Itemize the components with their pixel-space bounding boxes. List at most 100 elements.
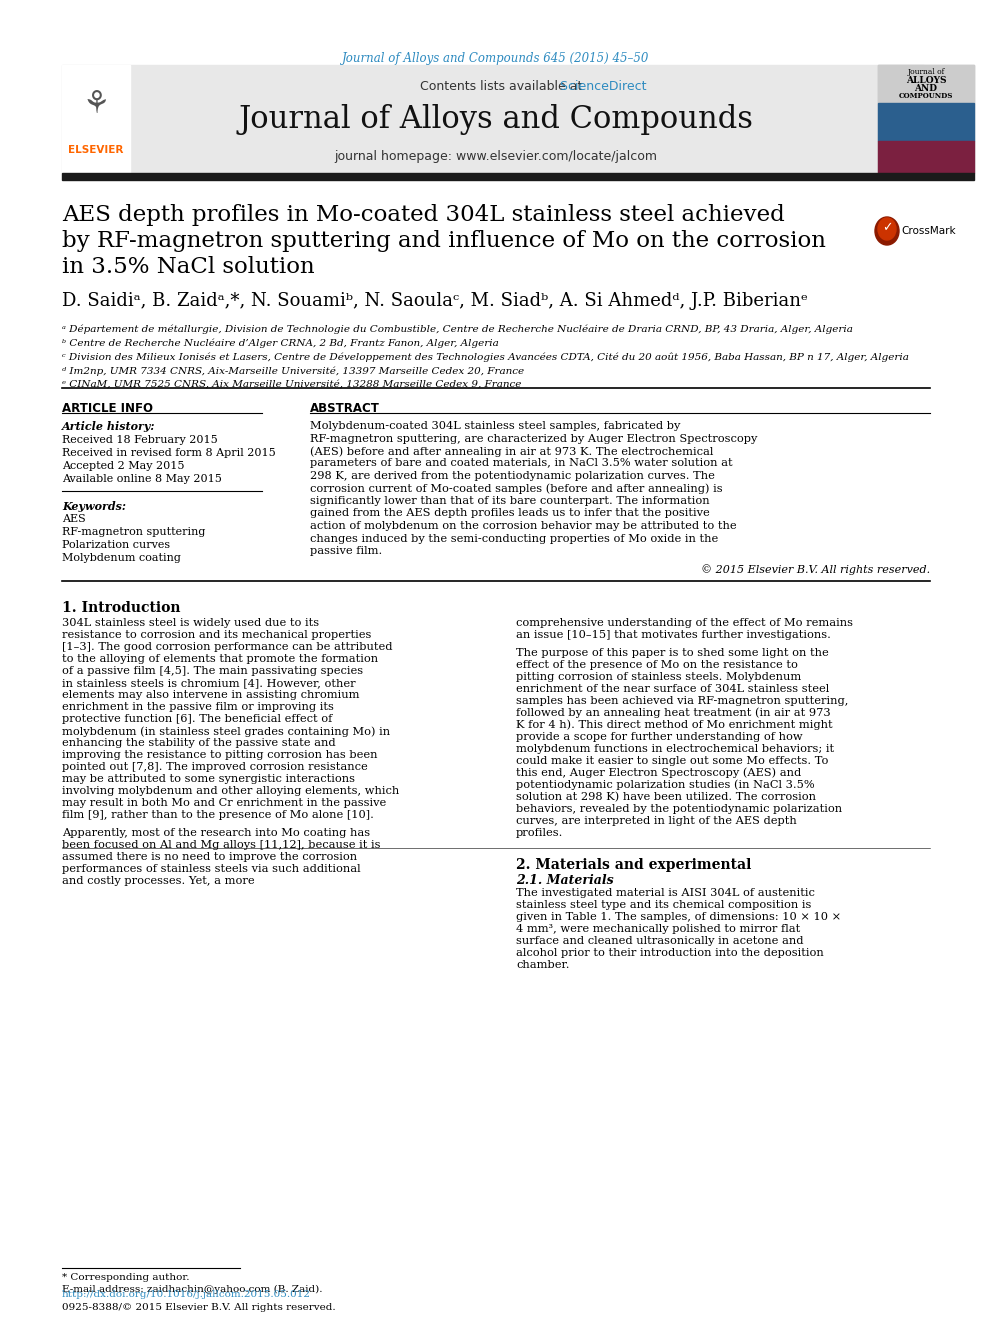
Text: RF-magnetron sputtering, are characterized by Auger Electron Spectroscopy: RF-magnetron sputtering, are characteriz… [310,434,757,443]
Bar [878,65,974,103]
Text: changes induced by the semi-conducting properties of Mo oxide in the: changes induced by the semi-conducting p… [310,533,718,544]
Text: an issue [10–15] that motivates further investigations.: an issue [10–15] that motivates further … [516,631,831,640]
Text: ᵇ Centre de Recherche Nucléaire d’Alger CRNA, 2 Bd, Frantz Fanon, Alger, Algeria: ᵇ Centre de Recherche Nucléaire d’Alger … [62,337,499,348]
Text: Molybdenum coating: Molybdenum coating [62,553,181,564]
Text: 4 mm³, were mechanically polished to mirror flat: 4 mm³, were mechanically polished to mir… [516,923,801,934]
Text: K for 4 h). This direct method of Mo enrichment might: K for 4 h). This direct method of Mo enr… [516,720,832,730]
Text: pitting corrosion of stainless steels. Molybdenum: pitting corrosion of stainless steels. M… [516,672,802,681]
Text: * Corresponding author.: * Corresponding author. [62,1273,189,1282]
Text: protective function [6]. The beneficial effect of: protective function [6]. The beneficial … [62,714,332,725]
Text: ✓: ✓ [882,221,892,234]
Text: AES depth profiles in Mo-coated 304L stainless steel achieved: AES depth profiles in Mo-coated 304L sta… [62,204,785,226]
Text: Journal of: Journal of [908,67,944,75]
Text: ELSEVIER: ELSEVIER [68,146,124,155]
Text: AND: AND [915,83,937,93]
Text: ARTICLE INFO: ARTICLE INFO [62,402,153,415]
Text: enhancing the stability of the passive state and: enhancing the stability of the passive s… [62,738,335,749]
Text: elements may also intervene in assisting chromium: elements may also intervene in assisting… [62,691,359,700]
Text: potentiodynamic polarization studies (in NaCl 3.5%: potentiodynamic polarization studies (in… [516,779,814,790]
Text: D. Saidiᵃ, B. Zaidᵃ,*, N. Souamiᵇ, N. Saoulaᶜ, M. Siadᵇ, A. Si Ahmedᵈ, J.P. Bibe: D. Saidiᵃ, B. Zaidᵃ,*, N. Souamiᵇ, N. Sa… [62,292,807,310]
Text: http://dx.doi.org/10.1016/j.jallcom.2015.05.012: http://dx.doi.org/10.1016/j.jallcom.2015… [62,1290,311,1299]
Text: to the alloying of elements that promote the formation: to the alloying of elements that promote… [62,655,378,664]
Text: ᵈ Im2np, UMR 7334 CNRS, Aix-Marseille Université, 13397 Marseille Cedex 20, Fran: ᵈ Im2np, UMR 7334 CNRS, Aix-Marseille Un… [62,366,524,376]
Text: COMPOUNDS: COMPOUNDS [899,93,953,101]
Text: film [9], rather than to the presence of Mo alone [10].: film [9], rather than to the presence of… [62,811,374,820]
Text: 2. Materials and experimental: 2. Materials and experimental [516,857,751,872]
Ellipse shape [875,217,899,245]
Text: ALLOYS: ALLOYS [906,75,946,85]
Text: Accepted 2 May 2015: Accepted 2 May 2015 [62,460,185,471]
Text: molybdenum functions in electrochemical behaviors; it: molybdenum functions in electrochemical … [516,744,834,754]
Text: solution at 298 K) have been utilized. The corrosion: solution at 298 K) have been utilized. T… [516,791,816,802]
Text: 2.1. Materials: 2.1. Materials [516,873,614,886]
Text: provide a scope for further understanding of how: provide a scope for further understandin… [516,732,803,741]
Text: surface and cleaned ultrasonically in acetone and: surface and cleaned ultrasonically in ac… [516,935,804,946]
Ellipse shape [878,218,896,239]
Text: AES: AES [62,515,85,524]
Text: Polarization curves: Polarization curves [62,540,170,550]
Text: behaviors, revealed by the potentiodynamic polarization: behaviors, revealed by the potentiodynam… [516,803,842,814]
Text: significantly lower than that of its bare counterpart. The information: significantly lower than that of its bar… [310,496,709,505]
Text: effect of the presence of Mo on the resistance to: effect of the presence of Mo on the resi… [516,659,798,669]
Text: may be attributed to some synergistic interactions: may be attributed to some synergistic in… [62,774,355,785]
Text: ⚘: ⚘ [82,90,110,119]
Text: followed by an annealing heat treatment (in air at 973: followed by an annealing heat treatment … [516,708,830,718]
Text: Received in revised form 8 April 2015: Received in revised form 8 April 2015 [62,448,276,458]
Text: Received 18 February 2015: Received 18 February 2015 [62,435,218,445]
Text: could make it easier to single out some Mo effects. To: could make it easier to single out some … [516,755,828,766]
Text: action of molybdenum on the corrosion behavior may be attributed to the: action of molybdenum on the corrosion be… [310,521,737,531]
Text: alcohol prior to their introduction into the deposition: alcohol prior to their introduction into… [516,947,823,958]
Bar [878,65,974,173]
Text: 304L stainless steel is widely used due to its: 304L stainless steel is widely used due … [62,618,319,628]
Text: assumed there is no need to improve the corrosion: assumed there is no need to improve the … [62,852,357,861]
Text: parameters of bare and coated materials, in NaCl 3.5% water solution at: parameters of bare and coated materials,… [310,459,733,468]
Text: curves, are interpreted in light of the AES depth: curves, are interpreted in light of the … [516,815,797,826]
Text: improving the resistance to pitting corrosion has been: improving the resistance to pitting corr… [62,750,378,761]
Text: corrosion current of Mo-coated samples (before and after annealing) is: corrosion current of Mo-coated samples (… [310,483,722,493]
Text: stainless steel type and its chemical composition is: stainless steel type and its chemical co… [516,900,811,909]
Text: by RF-magnetron sputtering and influence of Mo on the corrosion: by RF-magnetron sputtering and influence… [62,230,826,251]
Text: Keywords:: Keywords: [62,501,126,512]
Text: Contents lists available at: Contents lists available at [420,79,586,93]
Text: ᶜ Division des Milieux Ionisés et Lasers, Centre de Développement des Technologi: ᶜ Division des Milieux Ionisés et Lasers… [62,352,909,361]
Text: 1. Introduction: 1. Introduction [62,601,181,614]
Text: ᵉ CINaM, UMR 7525 CNRS, Aix Marseille Université, 13288 Marseille Cedex 9, Franc: ᵉ CINaM, UMR 7525 CNRS, Aix Marseille Un… [62,380,522,389]
Text: Journal of Alloys and Compounds: Journal of Alloys and Compounds [238,105,754,135]
Text: (AES) before and after annealing in air at 973 K. The electrochemical: (AES) before and after annealing in air … [310,446,713,456]
Text: CrossMark: CrossMark [901,226,955,235]
Text: of a passive film [4,5]. The main passivating species: of a passive film [4,5]. The main passiv… [62,667,363,676]
Text: performances of stainless steels via such additional: performances of stainless steels via suc… [62,864,361,873]
Text: in 3.5% NaCl solution: in 3.5% NaCl solution [62,255,314,278]
Text: samples has been achieved via RF-magnetron sputtering,: samples has been achieved via RF-magnetr… [516,696,848,705]
Bar [62,65,130,173]
Text: Available online 8 May 2015: Available online 8 May 2015 [62,474,222,484]
Text: journal homepage: www.elsevier.com/locate/jalcom: journal homepage: www.elsevier.com/locat… [334,149,658,163]
Text: E-mail address: zaidhachin@yahoo.com (B. Zaid).: E-mail address: zaidhachin@yahoo.com (B.… [62,1285,322,1294]
Text: Apparently, most of the research into Mo coating has: Apparently, most of the research into Mo… [62,827,370,837]
Text: and costly processes. Yet, a more: and costly processes. Yet, a more [62,876,255,885]
Text: given in Table 1. The samples, of dimensions: 10 × 10 ×: given in Table 1. The samples, of dimens… [516,912,841,922]
Text: ABSTRACT: ABSTRACT [310,402,380,415]
Bar [878,103,974,142]
Text: molybdenum (in stainless steel grades containing Mo) in: molybdenum (in stainless steel grades co… [62,726,390,737]
Text: been focused on Al and Mg alloys [11,12], because it is: been focused on Al and Mg alloys [11,12]… [62,840,381,849]
Text: ScienceDirect: ScienceDirect [420,79,647,93]
Bar [878,142,974,173]
Text: resistance to corrosion and its mechanical properties: resistance to corrosion and its mechanic… [62,631,371,640]
Text: RF-magnetron sputtering: RF-magnetron sputtering [62,527,205,537]
Text: ᵃ Département de métallurgie, Division de Technologie du Combustible, Centre de : ᵃ Département de métallurgie, Division d… [62,324,853,333]
Text: [1–3]. The good corrosion performance can be attributed: [1–3]. The good corrosion performance ca… [62,643,393,652]
Bar [62,65,924,173]
Text: involving molybdenum and other alloying elements, which: involving molybdenum and other alloying … [62,786,399,796]
Text: Article history:: Article history: [62,421,156,433]
Text: chamber.: chamber. [516,959,569,970]
Text: comprehensive understanding of the effect of Mo remains: comprehensive understanding of the effec… [516,618,853,628]
Text: gained from the AES depth profiles leads us to infer that the positive: gained from the AES depth profiles leads… [310,508,709,519]
Text: enrichment in the passive film or improving its: enrichment in the passive film or improv… [62,703,334,713]
Text: 0925-8388/© 2015 Elsevier B.V. All rights reserved.: 0925-8388/© 2015 Elsevier B.V. All right… [62,1303,335,1312]
Bar [62,173,974,180]
Text: The purpose of this paper is to shed some light on the: The purpose of this paper is to shed som… [516,647,828,658]
Text: in stainless steels is chromium [4]. However, other: in stainless steels is chromium [4]. How… [62,679,355,688]
Text: this end, Auger Electron Spectroscopy (AES) and: this end, Auger Electron Spectroscopy (A… [516,767,802,778]
Text: pointed out [7,8]. The improved corrosion resistance: pointed out [7,8]. The improved corrosio… [62,762,368,773]
